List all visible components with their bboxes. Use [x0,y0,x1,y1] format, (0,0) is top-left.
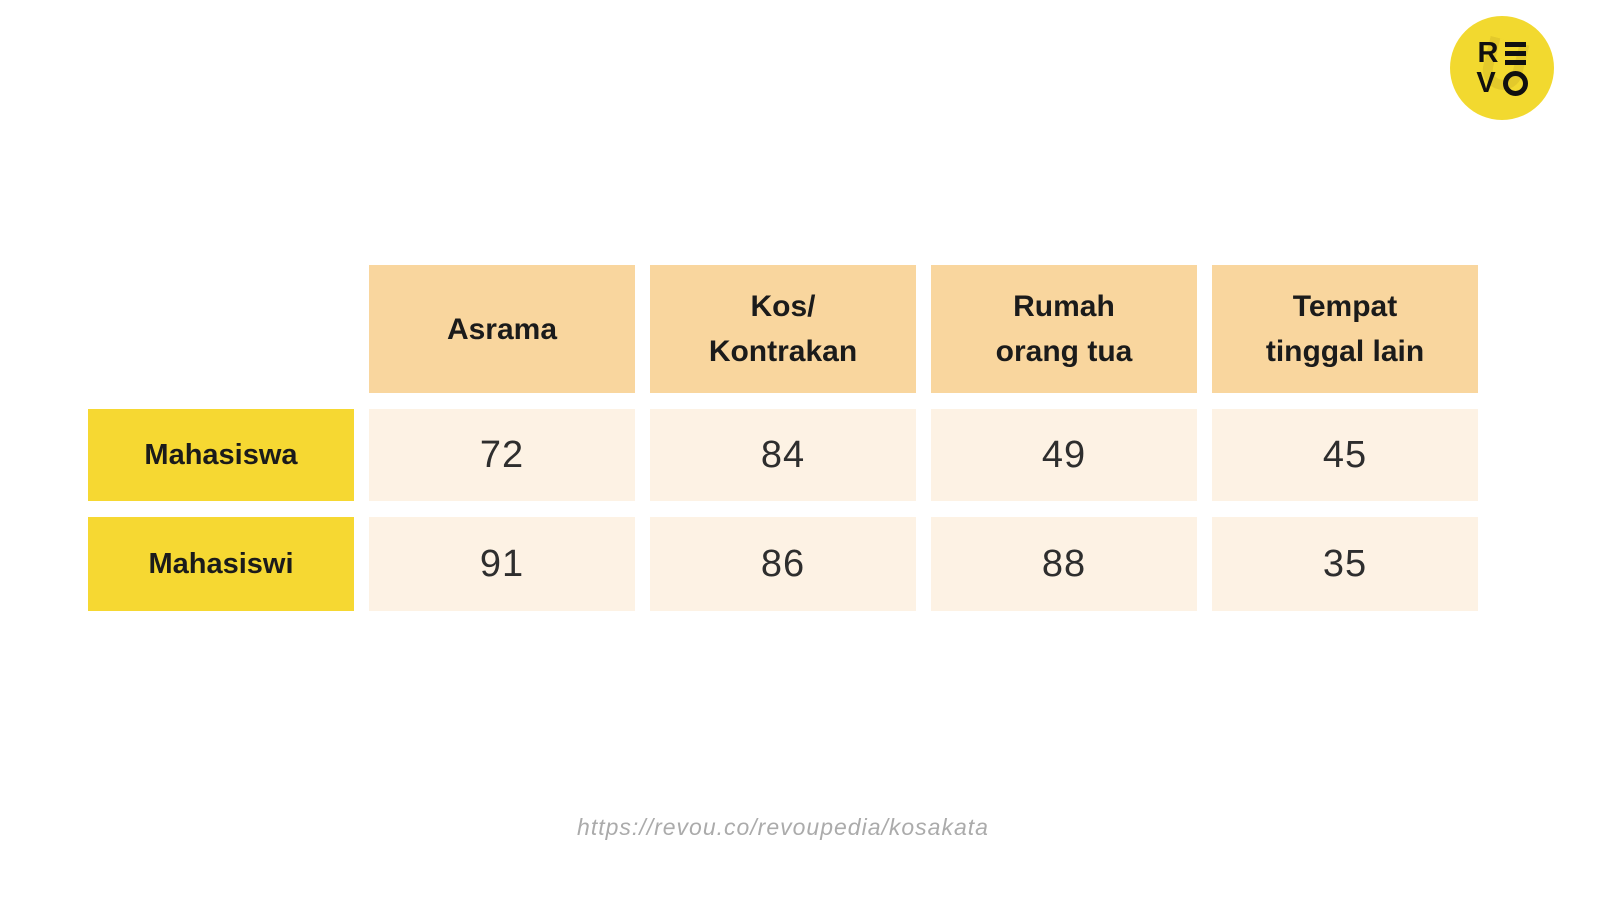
column-header-rumah-orang-tua: Rumah orang tua [931,265,1197,393]
column-header-kos-kontrakan: Kos/ Kontrakan [650,265,916,393]
cell-mahasiswa-tempat-tinggal-lain: 45 [1212,409,1478,501]
logo-e-bars-icon [1505,41,1527,65]
cell-mahasiswi-rumah-orang-tua: 88 [931,517,1197,611]
cell-mahasiswa-asrama: 72 [369,409,635,501]
cell-mahasiswi-asrama: 91 [369,517,635,611]
cell-mahasiswi-kos-kontrakan: 86 [650,517,916,611]
logo-letter-v: V [1476,67,1496,99]
housing-survey-table: Asrama Kos/ Kontrakan Rumah orang tua Te… [88,265,1478,611]
logo-row-bottom: V [1476,67,1528,99]
row-label-mahasiswi: Mahasiswi [88,517,354,611]
column-header-tempat-tinggal-lain: Tempat tinggal lain [1212,265,1478,393]
row-label-mahasiswa: Mahasiswa [88,409,354,501]
cell-mahasiswa-rumah-orang-tua: 49 [931,409,1197,501]
logo-letter-r: R [1477,37,1499,69]
logo-o-ring-icon [1502,70,1528,96]
cell-mahasiswa-kos-kontrakan: 84 [650,409,916,501]
table-corner-cell [88,265,354,393]
logo-row-top: R [1477,37,1527,69]
column-header-asrama: Asrama [369,265,635,393]
cell-mahasiswi-tempat-tinggal-lain: 35 [1212,517,1478,611]
revou-logo: R V [1450,16,1554,120]
source-url: https://revou.co/revoupedia/kosakata [577,814,989,840]
